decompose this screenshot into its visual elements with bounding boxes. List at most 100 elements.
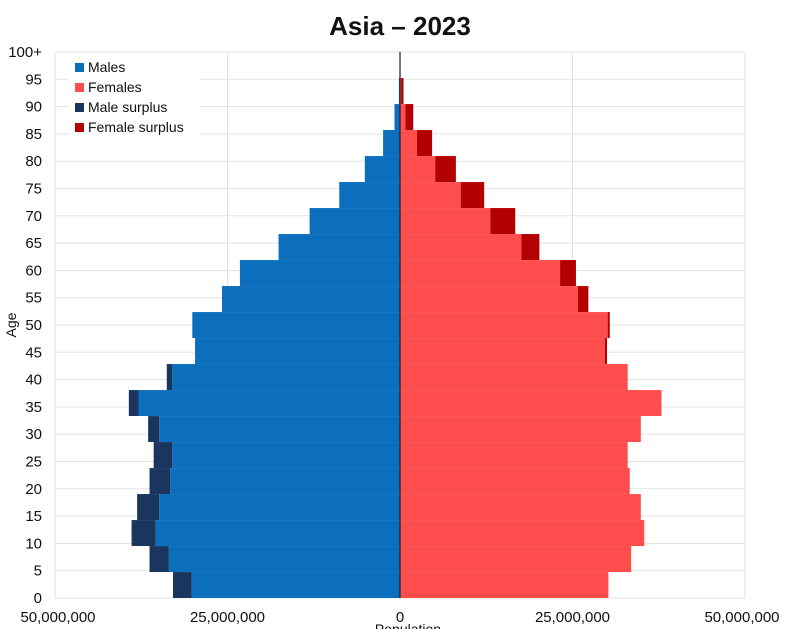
female-bar-65 (400, 234, 522, 260)
y-tick-label-60: 60 (25, 262, 42, 279)
y-tick-label-0: 0 (34, 590, 42, 607)
female-surplus-bar-85 (416, 130, 433, 156)
male-bar-90 (394, 104, 400, 130)
bars-group (128, 51, 662, 598)
female-surplus-bar-80 (435, 156, 456, 182)
male-surplus-bar-0 (172, 572, 192, 598)
male-surplus-bar-25 (153, 442, 173, 468)
y-axis-label: Age (3, 312, 19, 337)
male-bar-80 (364, 156, 400, 182)
legend: Males Females Male surplus Female surplus (68, 58, 200, 140)
female-bar-75 (400, 182, 461, 208)
female-bar-20 (400, 468, 630, 494)
y-tick-label-85: 85 (25, 126, 42, 143)
y-tick-label-100+: 100+ (8, 44, 42, 61)
female-surplus-bar-65 (521, 234, 540, 260)
female-surplus-bar-45 (604, 338, 607, 364)
female-bar-40 (400, 364, 628, 390)
male-bar-15 (159, 494, 400, 520)
legend-label-1: Females (88, 79, 142, 95)
legend-swatch-1 (75, 83, 84, 92)
legend-swatch-3 (75, 123, 84, 132)
male-bar-10 (155, 520, 400, 546)
y-tick-label-95: 95 (25, 71, 42, 88)
female-surplus-bar-60 (560, 260, 576, 286)
y-tick-labels: 0 5 10 15 20 25 30 35 40 45 50 55 60 65 70 75 80 85 90 95 10… (8, 44, 42, 607)
female-bar-90 (400, 104, 406, 130)
x-tick-label-1: 25,000,000 (190, 609, 265, 626)
y-tick-label-40: 40 (25, 372, 42, 389)
legend-swatch-0 (75, 63, 84, 72)
male-surplus-bar-5 (149, 546, 169, 572)
y-tick-label-10: 10 (25, 535, 42, 552)
y-tick-label-25: 25 (25, 454, 42, 471)
legend-label-3: Female surplus (88, 119, 184, 135)
male-surplus-bar-10 (131, 520, 156, 546)
male-surplus-bar-40 (166, 364, 173, 390)
y-tick-label-55: 55 (25, 290, 42, 307)
male-bar-30 (159, 416, 400, 442)
female-bar-45 (400, 338, 605, 364)
y-tick-label-80: 80 (25, 153, 42, 170)
female-bar-50 (400, 312, 608, 338)
male-bar-65 (278, 234, 400, 260)
male-surplus-bar-30 (148, 416, 160, 442)
y-tick-label-50: 50 (25, 317, 42, 334)
female-bar-30 (400, 416, 641, 442)
male-bar-45 (195, 338, 400, 364)
male-bar-35 (138, 390, 401, 416)
female-bar-10 (400, 520, 645, 546)
male-bar-0 (191, 572, 400, 598)
legend-label-0: Males (88, 59, 125, 75)
x-axis-label: Population (375, 621, 441, 629)
x-tick-label-4: 50,000,000 (704, 609, 779, 626)
female-bar-0 (400, 572, 609, 598)
y-tick-label-30: 30 (25, 426, 42, 443)
male-surplus-bar-35 (128, 390, 139, 416)
male-bar-75 (339, 182, 400, 208)
legend-label-2: Male surplus (88, 99, 167, 115)
y-tick-label-35: 35 (25, 399, 42, 416)
female-bar-35 (400, 390, 662, 416)
female-surplus-bar-95 (401, 78, 404, 104)
y-tick-label-70: 70 (25, 208, 42, 225)
y-tick-label-15: 15 (25, 508, 42, 525)
x-tick-label-3: 25,000,000 (535, 609, 610, 626)
y-tick-label-75: 75 (25, 181, 42, 198)
female-bar-25 (400, 442, 628, 468)
y-tick-label-45: 45 (25, 344, 42, 361)
male-bar-40 (172, 364, 400, 390)
female-bar-85 (400, 130, 417, 156)
legend-background (68, 58, 200, 140)
x-tick-labels: 50,000,000 25,000,000 0 25,000,000 50,000,00… (20, 609, 779, 626)
female-surplus-bar-50 (607, 312, 610, 338)
male-bar-25 (172, 442, 400, 468)
x-tick-label-2: 0 (396, 609, 404, 626)
male-bar-70 (309, 208, 400, 234)
female-surplus-bar-75 (460, 182, 485, 208)
male-surplus-bar-15 (137, 494, 160, 520)
female-bar-80 (400, 156, 436, 182)
male-bar-85 (383, 130, 400, 156)
male-bar-55 (221, 286, 400, 312)
female-bar-5 (400, 546, 632, 572)
female-surplus-bar-90 (405, 104, 414, 130)
male-bar-60 (239, 260, 400, 286)
female-surplus-bar-55 (578, 286, 589, 312)
female-bar-55 (400, 286, 579, 312)
female-bar-60 (400, 260, 561, 286)
male-bar-5 (168, 546, 400, 572)
y-tick-label-90: 90 (25, 99, 42, 116)
y-tick-label-5: 5 (34, 563, 42, 580)
male-bar-20 (170, 468, 400, 494)
legend-swatch-2 (75, 103, 84, 112)
female-surplus-bar-70 (490, 208, 516, 234)
x-tick-label-0: 50,000,000 (20, 609, 95, 626)
female-bar-15 (400, 494, 641, 520)
male-bar-50 (192, 312, 400, 338)
male-surplus-bar-20 (149, 468, 171, 494)
y-tick-label-65: 65 (25, 235, 42, 252)
chart-title: Asia – 2023 (329, 11, 471, 41)
female-bar-70 (400, 208, 491, 234)
